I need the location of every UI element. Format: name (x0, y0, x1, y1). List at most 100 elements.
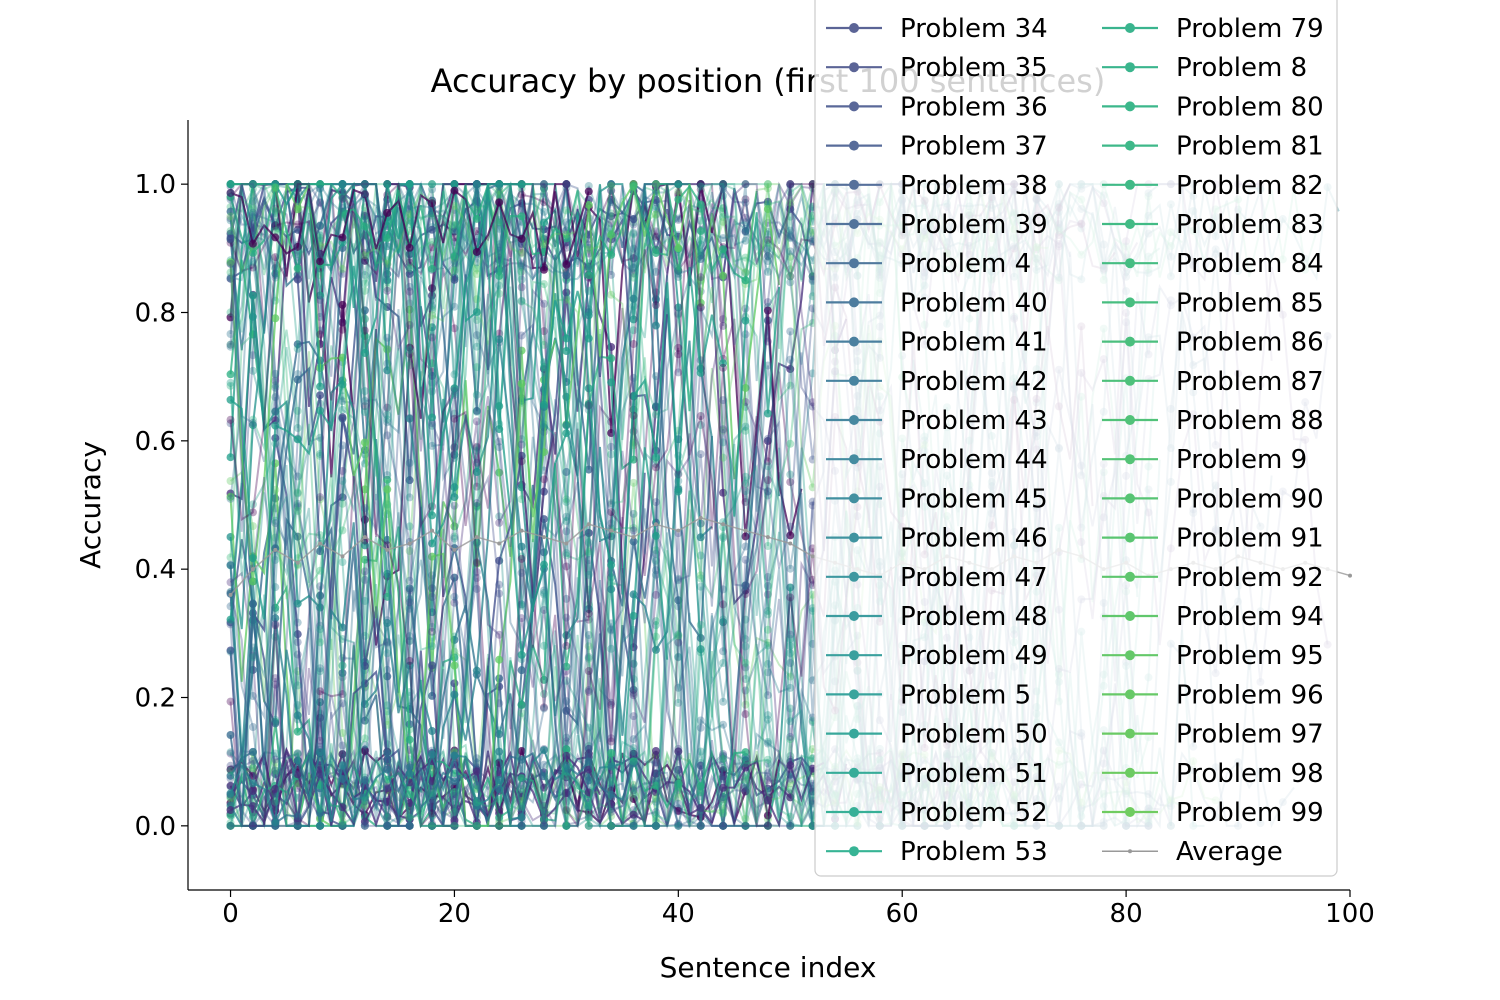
problem-series-point (562, 562, 571, 571)
problem-series-point (226, 615, 235, 624)
problem-series-point (629, 757, 638, 766)
problem-series-point (651, 821, 660, 830)
problem-series-point (562, 549, 571, 558)
problem-series-point (741, 658, 750, 667)
problem-series-point (405, 349, 414, 358)
problem-series-point (517, 249, 526, 258)
problem-series-point (316, 406, 325, 415)
problem-series-point (271, 769, 280, 778)
problem-series-point (696, 275, 705, 284)
problem-series-point (584, 757, 593, 766)
problem-series-point (405, 598, 414, 607)
problem-series-point (226, 258, 235, 267)
legend-swatch-marker (1125, 415, 1135, 425)
problem-series-point (517, 650, 526, 659)
problem-series-point (316, 233, 325, 242)
problem-series-point (562, 697, 571, 706)
problem-series-point (651, 797, 660, 806)
problem-series-point (271, 818, 280, 827)
problem-series-point (360, 407, 369, 416)
problem-series-point (539, 704, 548, 713)
problem-series-point (651, 821, 660, 830)
problem-series-line (229, 180, 915, 827)
problem-series-point (428, 623, 437, 632)
problem-series-point (741, 763, 750, 772)
problem-series-point (607, 186, 616, 195)
problem-series-point (472, 247, 481, 256)
problem-series-point (293, 275, 302, 284)
problem-series-point (719, 532, 728, 541)
problem-series-point (226, 415, 235, 424)
problem-series-point (428, 333, 437, 342)
problem-series-point (428, 584, 437, 593)
problem-series-point (450, 389, 459, 398)
problem-series-point (651, 808, 660, 817)
problem-series-point (562, 773, 571, 782)
problem-series-point (562, 744, 571, 753)
problem-series-point (293, 488, 302, 497)
problem-series-point (786, 265, 795, 274)
problem-series-point (539, 690, 548, 699)
problem-series-point (539, 280, 548, 289)
problem-series-point (562, 733, 571, 742)
problem-series-point (405, 821, 414, 830)
problem-series-point (763, 821, 772, 830)
problem-series-point (226, 771, 235, 780)
x-tick-label: 80 (1110, 899, 1143, 929)
legend-box (814, 0, 1338, 877)
problem-series-point (719, 754, 728, 763)
problem-series-point (271, 758, 280, 767)
problem-series-point (674, 368, 683, 377)
problem-series-point (763, 298, 772, 307)
average-point (362, 535, 367, 540)
problem-series-point (786, 180, 795, 189)
problem-series-point (428, 323, 437, 332)
problem-series-point (674, 487, 683, 496)
problem-series-point (763, 184, 772, 193)
problem-series-point (428, 539, 437, 548)
problem-series-point (674, 343, 683, 352)
legend-swatch-marker (1128, 849, 1132, 854)
problem-series-point (293, 817, 302, 826)
problem-series-point (450, 275, 459, 284)
problem-series-point (696, 412, 705, 421)
problem-series-point (316, 582, 325, 591)
problem-series-point (584, 723, 593, 732)
problem-series-point (539, 265, 548, 274)
problem-series-point (651, 570, 660, 579)
problem-series-point (360, 555, 369, 564)
average-point (765, 535, 770, 540)
problem-series-point (763, 776, 772, 785)
problem-series-point (338, 180, 347, 189)
legend-entry: Problem 42 (826, 367, 1048, 397)
legend-entry: Problem 47 (826, 563, 1048, 593)
problem-series-point (450, 443, 459, 452)
problem-series-point (763, 180, 772, 189)
problem-series-point (629, 821, 638, 830)
problem-series-point (651, 234, 660, 243)
problem-series-point (472, 316, 481, 325)
problem-series-point (517, 283, 526, 292)
problem-series-point (450, 302, 459, 311)
problem-series-point (495, 630, 504, 639)
problem-series-point (651, 232, 660, 241)
problem-series-point (539, 240, 548, 249)
problem-series-point (584, 788, 593, 797)
problem-series-point (741, 268, 750, 277)
legend-swatch-marker (849, 767, 859, 778)
problem-series-point (629, 230, 638, 239)
problem-series-point (360, 734, 369, 743)
problem-series-point (226, 553, 235, 562)
problem-series-point (316, 495, 325, 504)
problem-series-point (383, 782, 392, 791)
problem-series-point (786, 752, 795, 761)
problem-series-point (651, 821, 660, 830)
problem-series-point (293, 506, 302, 515)
legend-label: Problem 4 (900, 249, 1031, 279)
problem-series-point (495, 190, 504, 199)
problem-series-point (719, 585, 728, 594)
problem-series-point (763, 409, 772, 418)
problem-series-point (607, 800, 616, 809)
problem-series-point (584, 631, 593, 640)
